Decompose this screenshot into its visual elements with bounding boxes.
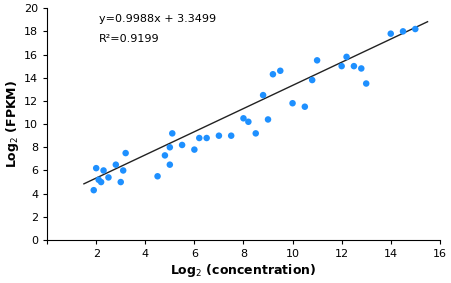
Point: [308, 78, 316, 82]
Point: [338, 64, 345, 68]
Point: [245, 119, 252, 124]
Point: [269, 72, 276, 76]
Point: [240, 116, 247, 121]
Point: [120, 168, 127, 173]
Point: [166, 162, 174, 167]
Point: [363, 81, 370, 86]
Point: [92, 166, 100, 170]
Point: [191, 147, 198, 152]
Point: [313, 58, 321, 63]
Point: [228, 133, 235, 138]
Point: [264, 117, 272, 122]
Point: [400, 29, 407, 34]
Point: [289, 101, 296, 106]
Y-axis label: Log$_2$ (FPKM): Log$_2$ (FPKM): [4, 80, 21, 168]
Point: [122, 151, 129, 155]
Point: [276, 68, 284, 73]
Point: [112, 162, 120, 167]
Point: [117, 180, 124, 184]
Point: [301, 104, 308, 109]
Point: [97, 180, 105, 184]
Point: [100, 168, 107, 173]
Point: [343, 55, 350, 59]
Point: [179, 143, 186, 147]
Point: [387, 31, 394, 36]
Point: [90, 188, 97, 192]
Point: [259, 93, 267, 97]
Point: [105, 175, 112, 180]
Point: [358, 66, 365, 71]
X-axis label: Log$_2$ (concentration): Log$_2$ (concentration): [170, 262, 317, 279]
Point: [350, 64, 358, 68]
Point: [252, 131, 259, 136]
Point: [166, 145, 174, 149]
Point: [169, 131, 176, 136]
Point: [154, 174, 161, 179]
Point: [412, 27, 419, 31]
Text: R²=0.9199: R²=0.9199: [99, 34, 159, 44]
Point: [203, 136, 210, 140]
Point: [161, 153, 169, 158]
Point: [196, 136, 203, 140]
Point: [95, 177, 102, 182]
Point: [215, 133, 222, 138]
Text: y=0.9988x + 3.3499: y=0.9988x + 3.3499: [99, 14, 216, 24]
